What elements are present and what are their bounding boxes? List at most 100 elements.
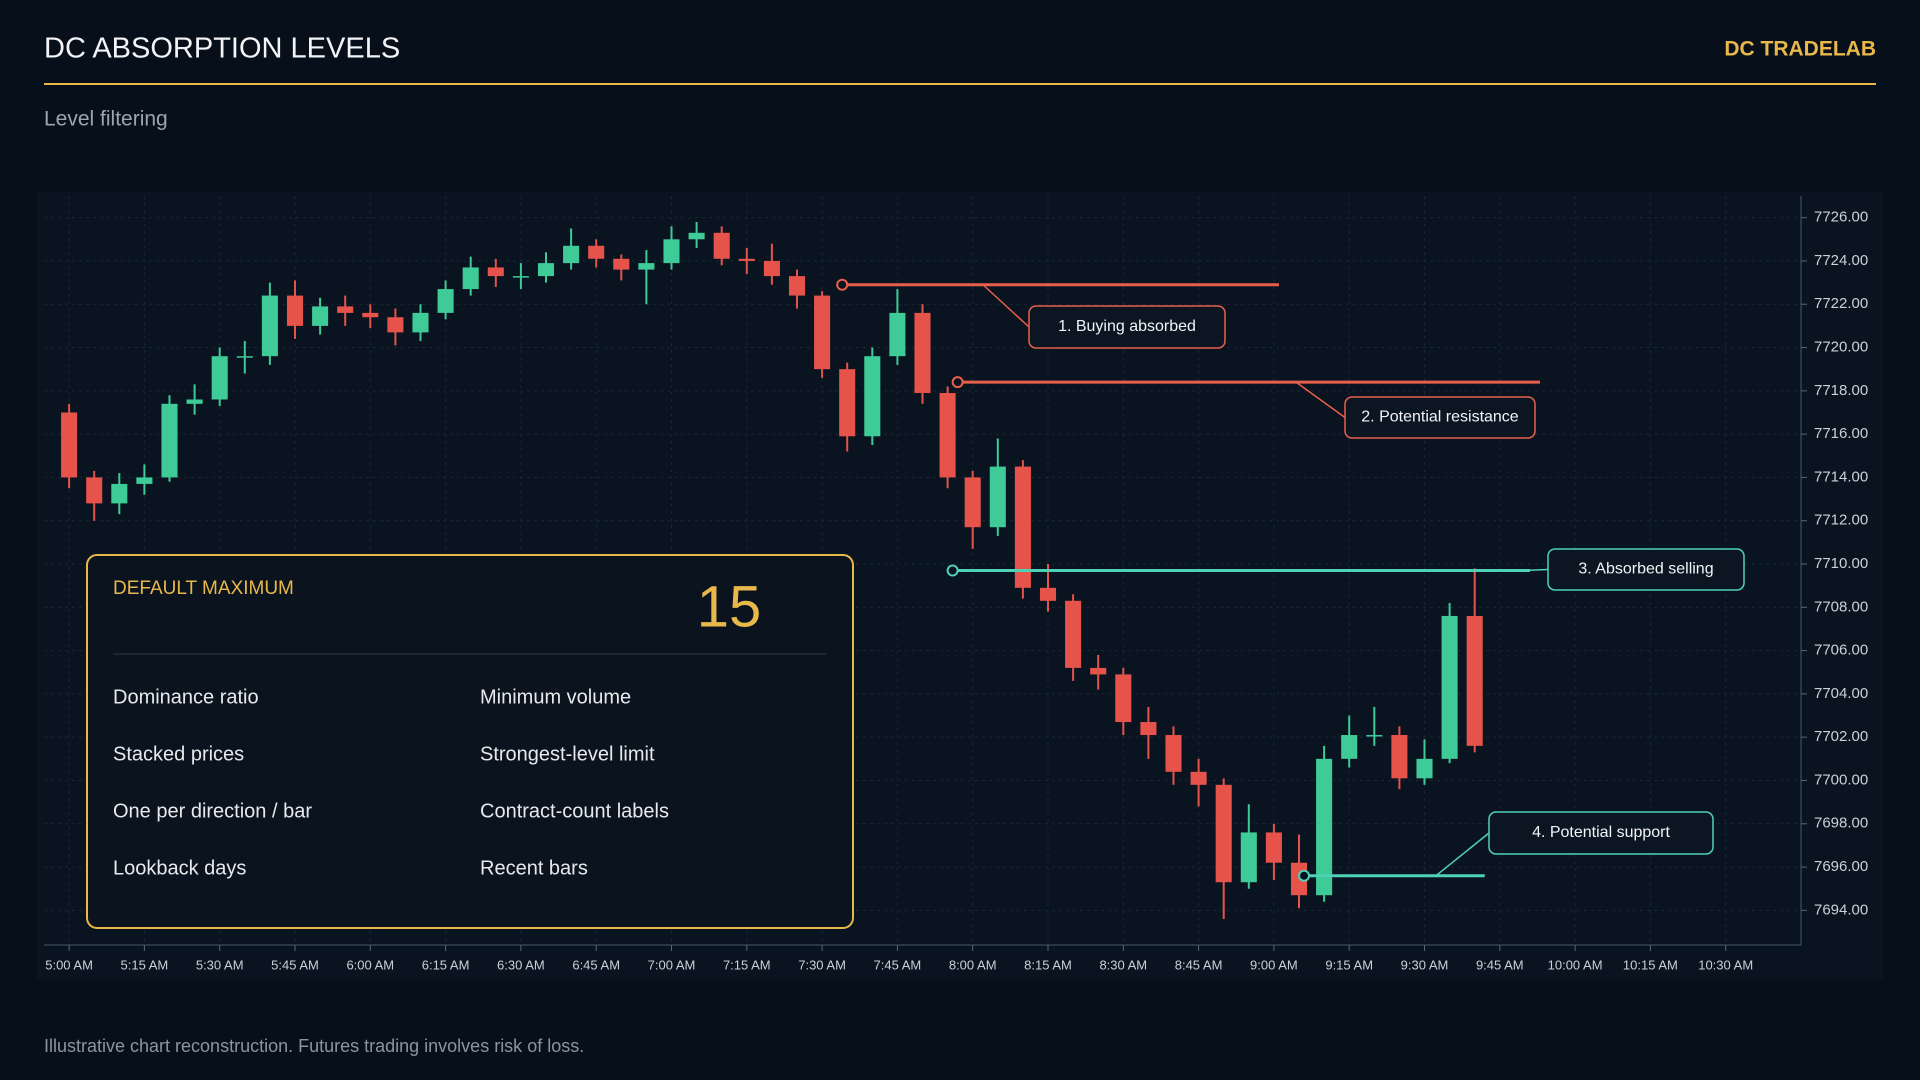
y-tick-label: 7712.00 [1814,512,1868,529]
y-tick-label: 7708.00 [1814,598,1868,615]
x-tick-label: 5:00 AM [45,957,93,972]
x-tick-label: 7:00 AM [648,957,696,972]
candle-body [236,356,253,358]
x-tick-label: 10:15 AM [1623,957,1678,972]
candle-body [1391,735,1408,779]
candle-body [1416,758,1433,779]
candle-body [211,356,228,400]
candle-body [462,267,479,290]
x-tick-label: 10:00 AM [1548,957,1603,972]
candle-body [111,483,128,504]
candle-body [788,276,806,296]
level-label: 4. Potential support [1532,824,1670,841]
candle-body [286,295,304,326]
card-item: Minimum volume [480,686,631,708]
candle-body [563,245,580,264]
candle-body [864,356,881,437]
level-anchor [951,376,964,389]
candle-body [1215,784,1232,883]
level-label-box [1488,811,1714,855]
candle-body [1115,674,1132,723]
candle-body [1165,735,1182,772]
candle-body [161,403,178,478]
y-tick-label: 7714.00 [1814,468,1868,485]
level-label: 2. Potential resistance [1361,409,1519,426]
x-tick-label: 6:30 AM [497,957,545,972]
candle-body [1466,615,1483,746]
level-anchor [1298,869,1311,882]
x-tick-label: 8:45 AM [1175,957,1223,972]
candle-body [763,260,780,277]
x-tick-label: 9:30 AM [1401,957,1449,972]
card-item: One per direction / bar [113,800,312,822]
candle-body [989,466,1006,528]
y-tick-label: 7696.00 [1814,858,1868,875]
candle-body [487,267,504,277]
y-tick-label: 7710.00 [1814,555,1868,572]
candle-body [814,295,831,370]
card-item: Strongest-level limit [480,743,655,765]
y-tick-label: 7720.00 [1814,339,1868,356]
x-tick-label: 8:00 AM [949,957,997,972]
card-item: Lookback days [113,857,246,879]
level-anchor [946,564,959,577]
x-tick-label: 7:45 AM [874,957,922,972]
x-tick-label: 7:30 AM [798,957,846,972]
subtitle: Level filtering [44,108,168,131]
card-title: DEFAULT MAXIMUM [113,578,294,599]
y-tick-label: 7702.00 [1814,728,1868,745]
candle-body [663,239,680,264]
x-tick-label: 8:30 AM [1099,957,1147,972]
candle-body [889,312,906,357]
x-tick-label: 6:15 AM [422,957,470,972]
x-tick-label: 5:45 AM [271,957,319,972]
level-label-box [1547,548,1745,591]
candle-body [337,306,354,313]
level-label: 3. Absorbed selling [1578,561,1713,578]
card-value: 15 [697,574,762,639]
x-tick-label: 6:00 AM [346,957,394,972]
candle-body [964,477,981,528]
candle-body [939,392,956,478]
x-tick-label: 9:45 AM [1476,957,1524,972]
candle-body [839,369,856,437]
candle-body [638,263,655,270]
level-label-box [1028,305,1226,349]
info-card [86,554,854,929]
candle-body [312,306,329,326]
card-item: Contract-count labels [480,800,669,822]
title: DC ABSORPTION LEVELS [44,33,400,65]
x-tick-label: 10:30 AM [1698,957,1753,972]
y-tick-label: 7722.00 [1814,295,1868,312]
candle-body [537,263,555,277]
level-label: 1. Buying absorbed [1058,318,1196,335]
candle-body [1366,735,1383,737]
y-tick-label: 7726.00 [1814,209,1868,226]
y-tick-label: 7718.00 [1814,382,1868,399]
candle-body [1014,466,1031,588]
y-tick-label: 7724.00 [1814,252,1868,269]
candle-body [1140,722,1157,736]
y-tick-label: 7706.00 [1814,642,1868,659]
card-item: Stacked prices [113,743,244,765]
x-tick-label: 5:30 AM [196,957,244,972]
candle-body [713,232,730,259]
y-tick-label: 7698.00 [1814,815,1868,832]
x-tick-label: 5:15 AM [121,957,169,972]
x-tick-label: 9:15 AM [1325,957,1373,972]
candle-body [588,245,605,259]
candle-body [1065,600,1082,668]
candle-body [512,276,529,278]
candle-body [387,317,404,333]
candle-body [1316,758,1333,896]
x-tick-label: 7:15 AM [723,957,771,972]
candle-body [914,312,931,393]
candle-body [1265,832,1282,863]
y-tick-label: 7700.00 [1814,771,1868,788]
candle-body [738,258,755,261]
x-tick-label: 6:45 AM [572,957,620,972]
candle-body [1090,667,1107,675]
candle-body [1441,615,1458,759]
